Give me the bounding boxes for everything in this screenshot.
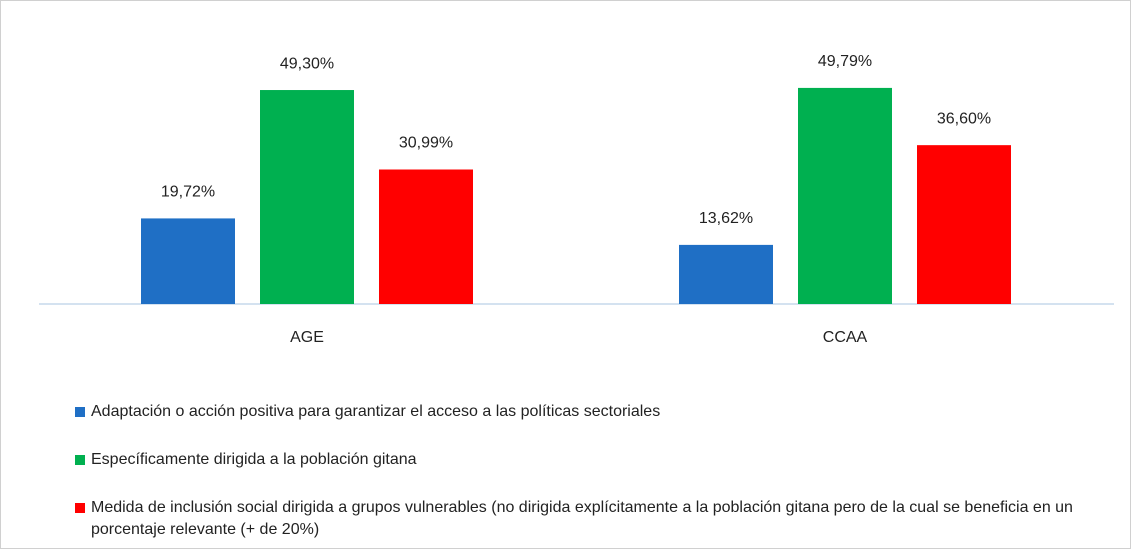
legend-swatch [75, 455, 85, 465]
bar [260, 90, 354, 305]
legend-swatch [75, 503, 85, 513]
data-label: 13,62% [699, 210, 753, 227]
bar [798, 87, 892, 304]
legend-label: Adaptación o acción positiva para garant… [91, 403, 661, 420]
legend-item: Específicamente dirigida a la población … [75, 449, 1115, 471]
data-label: 30,99% [399, 135, 453, 152]
bar [379, 169, 473, 304]
data-label: 19,72% [161, 184, 215, 201]
x-tick-label: CCAA [823, 329, 868, 346]
legend-label: Específicamente dirigida a la población … [91, 451, 417, 468]
bar [141, 218, 235, 304]
data-label: 36,60% [937, 110, 991, 127]
legend-item: Adaptación o acción positiva para garant… [75, 401, 1115, 423]
data-label: 49,30% [280, 55, 334, 72]
legend: Adaptación o acción positiva para garant… [75, 401, 1115, 548]
bar [917, 145, 1011, 304]
bar [679, 244, 773, 304]
x-tick-label: AGE [290, 329, 324, 346]
legend-item: Medida de inclusión social dirigida a gr… [75, 497, 1115, 541]
chart: AGE 19,72% 49,30% 30,99% CCAA 13,62% 49,79% 36,… [39, 53, 1114, 346]
legend-label: Medida de inclusión social dirigida a gr… [91, 499, 1073, 538]
data-label: 49,79% [818, 53, 872, 70]
legend-swatch [75, 407, 85, 417]
